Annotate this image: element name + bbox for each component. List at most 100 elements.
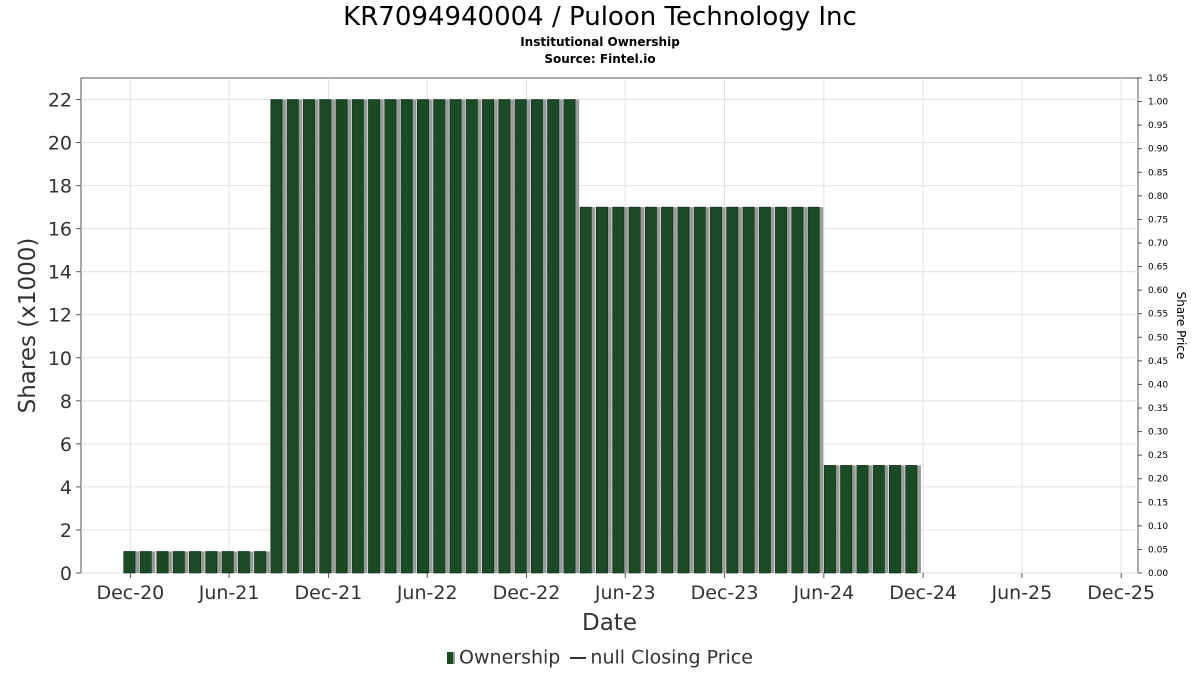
ownership-bar: [709, 206, 722, 574]
ownership-bar: [823, 465, 836, 574]
y2-tick-label: 0.45: [1148, 357, 1168, 367]
price-legend-label: null Closing Price: [590, 646, 753, 669]
ownership-bar: [498, 99, 511, 574]
y2-tick-label: 0.65: [1148, 263, 1168, 273]
y2-axis-title: Share Price: [1174, 292, 1188, 360]
ownership-bar: [856, 465, 869, 574]
ownership-bar: [400, 99, 413, 574]
y-tick-label: 2: [60, 520, 72, 542]
y-tick-label: 8: [60, 391, 72, 413]
ownership-bar: [905, 465, 918, 574]
y2-tick-label: 0.95: [1148, 121, 1168, 131]
y2-tick-label: 0.85: [1148, 168, 1168, 178]
y-tick-label: 22: [48, 90, 72, 112]
ownership-bar: [270, 99, 283, 574]
ownership-bar: [416, 99, 429, 574]
ownership-bar: [807, 206, 820, 574]
x-tick-label: Dec-22: [493, 582, 561, 604]
ownership-bar: [221, 551, 234, 574]
ownership-bar: [872, 465, 885, 574]
y2-tick-label: 0.25: [1148, 451, 1168, 461]
y2-tick-label: 0.40: [1148, 380, 1168, 390]
ownership-bar: [726, 206, 739, 574]
y2-tick-label: 0.70: [1148, 239, 1168, 249]
x-tick-label: Dec-20: [96, 582, 164, 604]
chart-title: KR7094940004 / Puloon Technology Inc: [343, 2, 857, 32]
y-tick-label: 0: [60, 563, 72, 585]
y2-tick-label: 1.00: [1148, 98, 1168, 108]
chart-subtitle: Institutional Ownership: [520, 35, 680, 49]
y2-tick-label: 0.35: [1148, 404, 1168, 414]
x-tick-label: Dec-23: [691, 582, 759, 604]
price-legend-line: [570, 656, 587, 659]
y2-tick-label: 0.90: [1148, 145, 1168, 155]
ownership-bar: [384, 99, 397, 574]
ownership-bar: [335, 99, 348, 574]
y-tick-label: 16: [48, 219, 72, 241]
y-tick-label: 20: [48, 133, 72, 155]
ownership-chart: 0 2 4 6 8 10 12 14 16 18 20 22 Dec-20 Jun-21 Dec-21 Jun…: [15, 74, 1188, 636]
ownership-bar: [840, 465, 853, 574]
ownership-bar: [677, 206, 690, 574]
y-axis-title: Shares (x1000): [15, 238, 41, 414]
ownership-bar: [319, 99, 332, 574]
ownership-bar: [563, 99, 576, 574]
ownership-bar: [189, 551, 202, 574]
y2-tick-label: 0.80: [1148, 192, 1168, 202]
x-tick-label: Dec-24: [889, 582, 957, 604]
y-tick-label: 4: [60, 477, 72, 499]
ownership-bar: [514, 99, 527, 574]
ownership-bar: [351, 99, 364, 574]
y-tick-label: 14: [48, 262, 72, 284]
y-tick-label: 12: [48, 305, 72, 327]
ownership-bar: [433, 99, 446, 574]
y2-tick-label: 0.50: [1148, 333, 1168, 343]
chart-legend: Ownership null Closing Price: [0, 646, 1200, 669]
ownership-bar: [596, 206, 608, 574]
y2-tick-label: 0.55: [1148, 310, 1168, 320]
y2-tick-label: 0.75: [1148, 215, 1168, 225]
y-tick-label: 6: [60, 434, 72, 456]
ownership-bar: [156, 551, 169, 574]
y2-tick-label: 0.20: [1148, 475, 1168, 485]
ownership-bar: [547, 99, 560, 574]
ownership-bar: [449, 99, 462, 574]
ownership-bar: [530, 99, 543, 574]
y2-tick-label: 1.05: [1148, 74, 1168, 84]
ownership-bar: [465, 99, 478, 574]
x-tick-label: Dec-25: [1087, 582, 1155, 604]
ownership-bar: [482, 99, 495, 574]
ownership-legend-swatch: [447, 651, 456, 664]
ownership-bar: [368, 99, 381, 574]
ownership-bar: [612, 206, 625, 574]
ownership-bar: [791, 206, 804, 574]
x-tick-label: Jun-25: [991, 582, 1053, 604]
x-tick-label: Dec-21: [295, 582, 363, 604]
ownership-bar: [758, 206, 771, 574]
ownership-bar: [123, 551, 136, 574]
y2-tick-label: 0.60: [1148, 286, 1168, 296]
y2-tick-label: 0.00: [1148, 569, 1168, 579]
y2-tick-label: 0.30: [1148, 428, 1168, 438]
ownership-bar: [237, 551, 250, 574]
x-tick-label: Jun-23: [594, 582, 656, 604]
x-axis-title: Date: [582, 610, 637, 636]
y-tick-label: 18: [48, 176, 72, 198]
ownership-bar: [172, 551, 185, 574]
x-tick-label: Jun-24: [792, 582, 854, 604]
chart-source: Source: Fintel.io: [544, 52, 656, 66]
ownership-bar: [661, 206, 674, 574]
ownership-bar: [644, 206, 657, 574]
ownership-bar: [628, 206, 641, 574]
y-tick-label: 10: [48, 348, 72, 370]
y2-tick-label: 0.15: [1148, 498, 1168, 508]
ownership-bar: [286, 99, 299, 574]
ownership-bar: [303, 99, 315, 574]
y2-tick-label: 0.05: [1148, 545, 1168, 555]
ownership-bar: [775, 206, 788, 574]
ownership-bar: [742, 206, 755, 574]
ownership-bar: [579, 206, 592, 574]
ownership-bar: [889, 465, 901, 574]
ownership-bar: [254, 551, 267, 574]
ownership-bar: [693, 206, 706, 574]
